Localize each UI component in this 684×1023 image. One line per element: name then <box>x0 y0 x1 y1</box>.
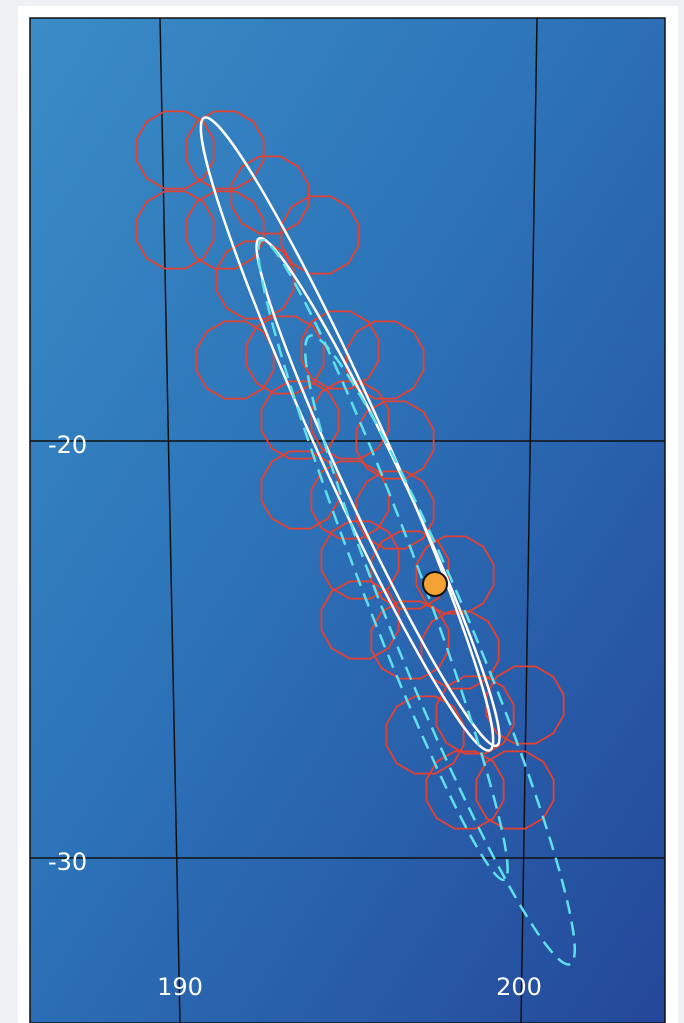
x-label: 190 <box>157 973 203 1001</box>
x-label: 200 <box>496 973 542 1001</box>
map-background <box>30 18 665 1023</box>
sky-map: -20 -30 190 200 <box>0 0 684 1023</box>
source-marker <box>423 572 447 596</box>
y-label: -30 <box>48 848 87 876</box>
y-label: -20 <box>48 431 87 459</box>
